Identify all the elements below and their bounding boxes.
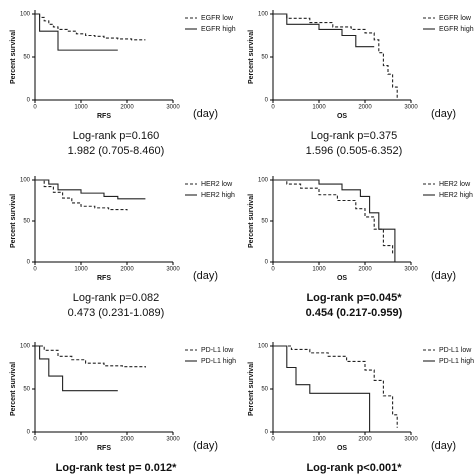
- x-tick-label: 3000: [404, 437, 418, 443]
- survival-curve: [35, 345, 146, 368]
- x-tick-label: 2000: [358, 105, 372, 111]
- stat-line: Log-rank test p= 0.012*: [56, 462, 177, 474]
- stat-line: Log-rank p=0.375: [311, 130, 398, 142]
- x-tick-label: 3000: [404, 267, 418, 273]
- survival-curve: [35, 179, 128, 211]
- x-unit: (day): [431, 108, 456, 120]
- x-tick-label: 1000: [312, 437, 326, 443]
- survival-curve: [35, 13, 146, 41]
- y-tick-label: 50: [23, 387, 30, 393]
- y-axis-label: Percent survival: [10, 362, 17, 416]
- x-tick-label: 1000: [312, 267, 326, 273]
- legend-label: PD-L1 high: [201, 358, 236, 365]
- x-tick-label: 0: [33, 105, 37, 111]
- y-axis-label: Percent survival: [10, 194, 17, 248]
- x-tick-label: 1000: [74, 437, 88, 443]
- legend-label: EGFR low: [201, 15, 234, 22]
- y-tick-label: 100: [20, 12, 31, 18]
- y-tick-label: 50: [261, 55, 268, 61]
- x-tick-label: 2000: [358, 437, 372, 443]
- survival-curve: [273, 345, 398, 428]
- survival-curve: [273, 13, 398, 100]
- y-axis-label: Percent survival: [10, 30, 17, 84]
- x-tick-label: 2000: [358, 267, 372, 273]
- legend-label: EGFR high: [201, 26, 236, 33]
- x-tick-label: 1000: [74, 105, 88, 111]
- x-tick-label: 1000: [74, 267, 88, 273]
- y-tick-label: 0: [27, 260, 31, 266]
- x-unit: (day): [193, 440, 218, 452]
- legend-label: EGFR low: [439, 15, 472, 22]
- x-tick-label: 3000: [166, 105, 180, 111]
- stat-line: 1.596 (0.505-6.352): [306, 145, 403, 157]
- survival-curve: [273, 179, 394, 254]
- y-tick-label: 0: [27, 98, 31, 104]
- x-axis-label: RFS: [97, 275, 111, 282]
- legend-label: HER2 low: [201, 181, 233, 188]
- x-tick-label: 0: [33, 437, 37, 443]
- y-tick-label: 0: [27, 430, 31, 436]
- survival-curve: [35, 345, 118, 392]
- x-tick-label: 0: [271, 437, 275, 443]
- x-tick-label: 3000: [404, 105, 418, 111]
- stat-line: 0.454 (0.217-0.959): [306, 307, 403, 319]
- x-axis-label: RFS: [97, 113, 111, 120]
- survival-curve: [273, 345, 371, 432]
- y-tick-label: 0: [265, 260, 269, 266]
- x-tick-label: 0: [33, 267, 37, 273]
- stat-line: Log-rank p=0.160: [73, 130, 160, 142]
- legend-label: HER2 high: [201, 192, 235, 199]
- survival-curve: [273, 179, 396, 262]
- survival-curve: [273, 13, 375, 48]
- y-tick-label: 50: [261, 387, 268, 393]
- x-tick-label: 2000: [120, 437, 134, 443]
- y-tick-label: 100: [20, 344, 31, 350]
- y-tick-label: 50: [261, 219, 268, 225]
- x-tick-label: 3000: [166, 267, 180, 273]
- survival-curve: [35, 179, 146, 200]
- x-axis-label: OS: [337, 445, 347, 452]
- x-tick-label: 2000: [120, 267, 134, 273]
- x-unit: (day): [431, 440, 456, 452]
- stat-line: 0.473 (0.231-1.089): [68, 307, 165, 319]
- y-tick-label: 50: [23, 55, 30, 61]
- x-tick-label: 3000: [166, 437, 180, 443]
- y-tick-label: 100: [258, 12, 269, 18]
- x-axis-label: OS: [337, 113, 347, 120]
- legend-label: HER2 low: [439, 181, 471, 188]
- y-tick-label: 50: [23, 219, 30, 225]
- legend-label: HER2 high: [439, 192, 473, 199]
- y-axis-label: Percent survival: [248, 362, 255, 416]
- y-axis-label: Percent survival: [248, 194, 255, 248]
- x-unit: (day): [193, 108, 218, 120]
- x-tick-label: 0: [271, 105, 275, 111]
- y-tick-label: 0: [265, 98, 269, 104]
- x-tick-label: 2000: [120, 105, 134, 111]
- stat-line: Log-rank p<0.001*: [306, 462, 402, 474]
- y-axis-label: Percent survival: [248, 30, 255, 84]
- stat-line: Log-rank p=0.045*: [306, 292, 402, 304]
- legend-label: EGFR high: [439, 26, 474, 33]
- survival-curve: [35, 13, 118, 51]
- x-axis-label: OS: [337, 275, 347, 282]
- y-tick-label: 100: [20, 178, 31, 184]
- x-tick-label: 1000: [312, 105, 326, 111]
- x-unit: (day): [193, 270, 218, 282]
- legend-label: PD-L1 low: [201, 347, 234, 354]
- stat-line: 1.982 (0.705-8.460): [68, 145, 165, 157]
- x-tick-label: 0: [271, 267, 275, 273]
- y-tick-label: 100: [258, 178, 269, 184]
- x-unit: (day): [431, 270, 456, 282]
- y-tick-label: 0: [265, 430, 269, 436]
- x-axis-label: RFS: [97, 445, 111, 452]
- stat-line: Log-rank p=0.082: [73, 292, 160, 304]
- y-tick-label: 100: [258, 344, 269, 350]
- legend-label: PD-L1 low: [439, 347, 472, 354]
- legend-label: PD-L1 high: [439, 358, 474, 365]
